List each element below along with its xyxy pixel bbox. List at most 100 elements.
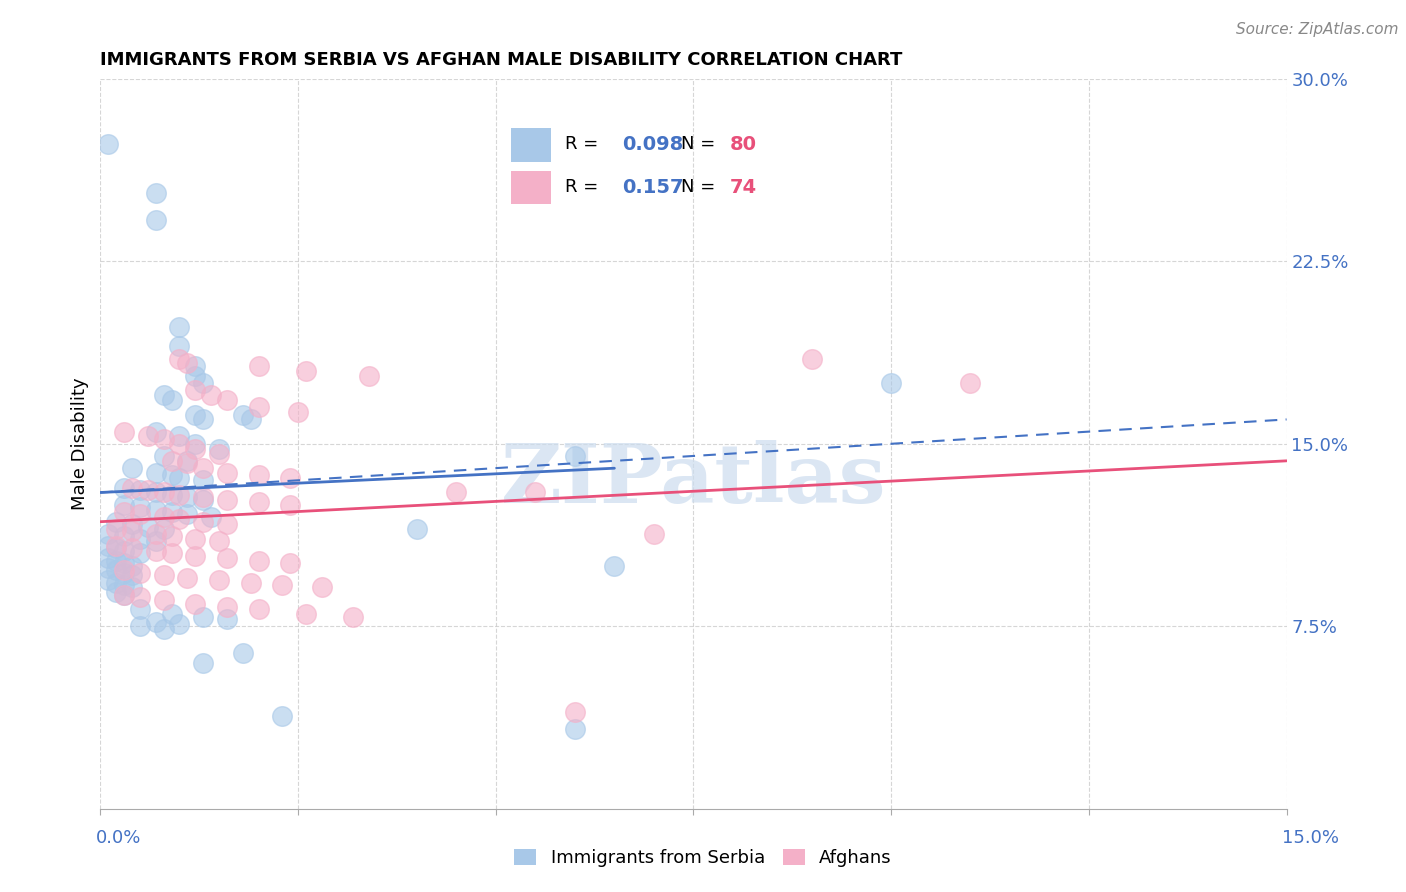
Point xyxy=(152,388,174,402)
Point xyxy=(184,549,207,563)
Point xyxy=(160,529,183,543)
Point xyxy=(97,561,120,575)
Point xyxy=(169,429,191,443)
Point xyxy=(97,527,120,541)
Point xyxy=(247,359,270,373)
Point xyxy=(169,617,191,632)
Point xyxy=(191,492,214,507)
Y-axis label: Male Disability: Male Disability xyxy=(72,377,89,510)
Point xyxy=(215,551,238,566)
Point xyxy=(444,485,467,500)
Point xyxy=(191,609,214,624)
Point xyxy=(959,376,981,390)
Point xyxy=(112,505,135,519)
Point xyxy=(564,705,586,719)
Point xyxy=(121,568,143,582)
Point xyxy=(287,405,309,419)
Point xyxy=(105,563,128,577)
Point xyxy=(232,646,254,660)
Text: IMMIGRANTS FROM SERBIA VS AFGHAN MALE DISABILITY CORRELATION CHART: IMMIGRANTS FROM SERBIA VS AFGHAN MALE DI… xyxy=(100,51,903,69)
Point xyxy=(191,473,214,487)
Point xyxy=(145,186,167,200)
Point xyxy=(128,590,150,604)
Point xyxy=(121,461,143,475)
Point xyxy=(136,519,159,533)
Point xyxy=(112,425,135,439)
Point xyxy=(145,212,167,227)
Point xyxy=(603,558,626,573)
Point xyxy=(643,527,665,541)
Point xyxy=(160,607,183,622)
Point xyxy=(184,368,207,383)
Point xyxy=(215,612,238,626)
Point xyxy=(105,575,128,590)
Point xyxy=(128,500,150,514)
Point xyxy=(215,492,238,507)
Point xyxy=(184,408,207,422)
Point xyxy=(239,575,262,590)
Point xyxy=(295,364,318,378)
Point xyxy=(215,517,238,532)
Point xyxy=(145,425,167,439)
Point xyxy=(128,532,150,546)
Point xyxy=(311,581,333,595)
Point xyxy=(112,498,135,512)
Point xyxy=(160,392,183,407)
Point xyxy=(112,563,135,577)
Point xyxy=(176,508,198,522)
Point xyxy=(359,368,381,383)
Text: 0.0%: 0.0% xyxy=(96,829,141,847)
Text: Source: ZipAtlas.com: Source: ZipAtlas.com xyxy=(1236,22,1399,37)
Point xyxy=(136,483,159,497)
Point xyxy=(208,573,231,587)
Point xyxy=(152,485,174,500)
Legend: Immigrants from Serbia, Afghans: Immigrants from Serbia, Afghans xyxy=(508,841,898,874)
Point xyxy=(208,442,231,456)
Point xyxy=(184,532,207,546)
Point xyxy=(97,137,120,152)
Point xyxy=(184,598,207,612)
Point xyxy=(152,522,174,536)
Point xyxy=(191,412,214,426)
Point xyxy=(145,485,167,500)
Point xyxy=(169,351,191,366)
Text: ZIPatlas: ZIPatlas xyxy=(501,441,886,520)
Point xyxy=(169,488,191,502)
Point xyxy=(247,401,270,415)
Point xyxy=(200,509,222,524)
Point xyxy=(184,383,207,397)
Point xyxy=(145,534,167,549)
Point xyxy=(232,408,254,422)
Point xyxy=(97,539,120,553)
Text: 15.0%: 15.0% xyxy=(1281,829,1339,847)
Point xyxy=(105,541,128,556)
Point xyxy=(880,376,903,390)
Point xyxy=(169,471,191,485)
Point xyxy=(215,599,238,614)
Point xyxy=(271,578,294,592)
Point xyxy=(215,392,238,407)
Point xyxy=(145,502,167,516)
Point xyxy=(145,615,167,629)
Point xyxy=(160,546,183,560)
Point xyxy=(152,568,174,582)
Point xyxy=(121,581,143,595)
Point xyxy=(128,508,150,522)
Point xyxy=(176,456,198,470)
Point xyxy=(121,558,143,573)
Point xyxy=(184,442,207,456)
Point xyxy=(97,573,120,587)
Point xyxy=(176,571,198,585)
Point xyxy=(136,429,159,443)
Point xyxy=(97,551,120,566)
Point xyxy=(169,437,191,451)
Point xyxy=(152,592,174,607)
Point xyxy=(112,481,135,495)
Point xyxy=(112,566,135,580)
Point xyxy=(128,483,150,497)
Point xyxy=(128,602,150,616)
Point xyxy=(128,546,150,560)
Point xyxy=(152,449,174,463)
Point xyxy=(160,505,183,519)
Point xyxy=(278,498,301,512)
